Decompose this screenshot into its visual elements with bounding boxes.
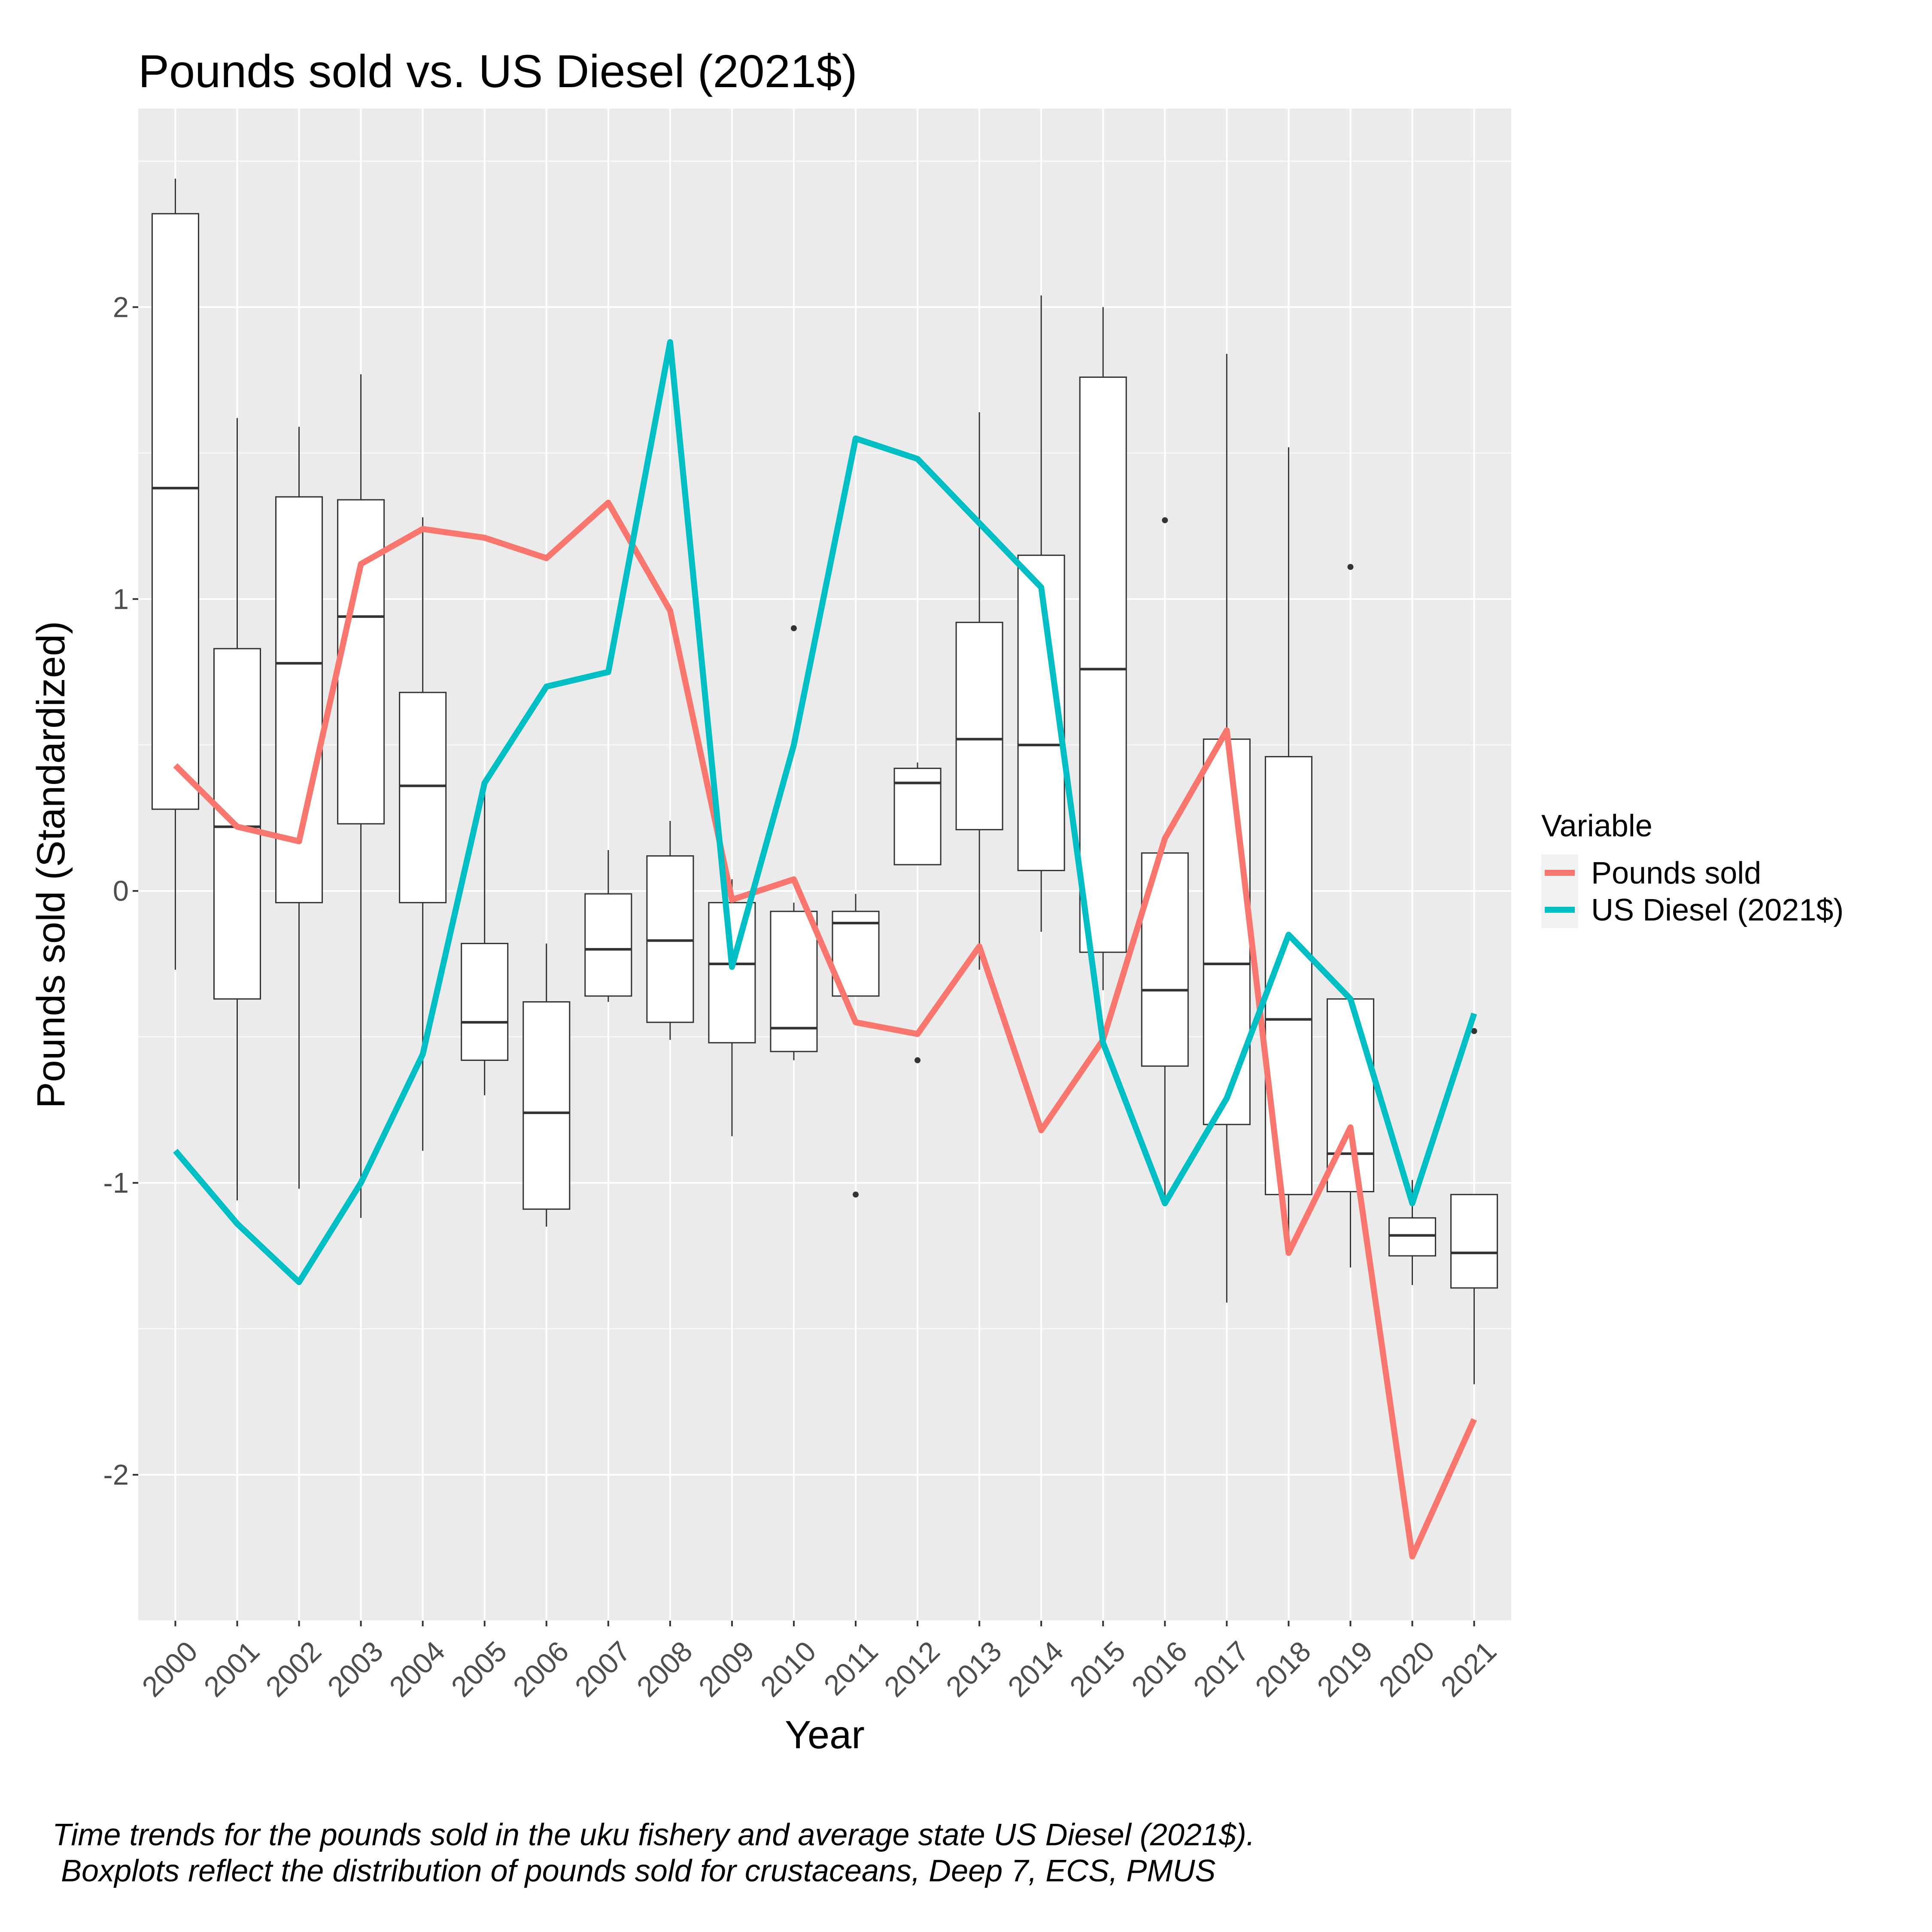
x-tick-label: 2006 [507, 1635, 575, 1703]
x-tick-label: 2019 [1311, 1635, 1379, 1703]
boxplot-outlier [1347, 564, 1354, 570]
x-tick-label: 2017 [1187, 1635, 1255, 1703]
series-line-us-diesel-2021 [173, 339, 1477, 1285]
series-line-pounds-sold [173, 499, 1477, 1560]
boxplot-2012 [893, 762, 942, 1063]
boxplot-box [461, 943, 509, 1061]
boxplot-outlier [790, 625, 797, 632]
boxplot-2000 [151, 179, 199, 970]
legend-label: Pounds sold [1591, 856, 1761, 890]
x-tick-label: 2021 [1435, 1635, 1503, 1703]
y-tick-label: 0 [113, 875, 129, 907]
boxplot-2005 [461, 789, 509, 1096]
boxplot-box [584, 893, 632, 997]
x-tick-label: 2016 [1125, 1635, 1193, 1703]
boxplot-outlier [1471, 1028, 1477, 1034]
x-tick-label: 2005 [445, 1635, 513, 1703]
x-axis: 2000200120022003200420052006200720082009… [136, 1621, 1503, 1703]
boxplot-2009 [708, 879, 756, 1136]
boxplot-outlier [914, 1057, 921, 1063]
x-tick-label: 2014 [1002, 1635, 1069, 1703]
boxplot-2013 [955, 412, 1003, 970]
boxplot-box [893, 768, 942, 866]
x-tick-label: 2009 [693, 1635, 760, 1703]
y-tick-label: -1 [103, 1167, 129, 1199]
boxplot-box [399, 692, 447, 903]
x-tick-label: 2012 [878, 1635, 946, 1703]
series-lines [173, 339, 1477, 1560]
x-axis-title: Year [785, 1713, 865, 1757]
boxplot-2008 [646, 821, 694, 1040]
caption-line-1: Time trends for the pounds sold in the u… [52, 1818, 1255, 1852]
legend-title: Variable [1541, 809, 1653, 843]
x-tick-label: 2020 [1373, 1635, 1441, 1703]
x-tick-label: 2007 [569, 1635, 637, 1703]
boxplot-box [522, 1001, 571, 1210]
y-axis: -2 -1 0 1 2 [103, 291, 138, 1491]
y-tick-label: 2 [113, 291, 129, 323]
x-tick-label: 2002 [260, 1635, 328, 1703]
boxplot-2004 [399, 517, 447, 1151]
boxplot-box [708, 902, 756, 1044]
boxplot-outlier [1162, 517, 1168, 523]
boxplot-box [1388, 1217, 1437, 1257]
boxplot-box [337, 499, 385, 825]
x-tick-label: 2018 [1249, 1635, 1317, 1703]
boxplot-outlier [853, 1191, 859, 1198]
x-tick-label: 2003 [322, 1635, 389, 1703]
boxplot-box [955, 622, 1003, 830]
boxplot-2006 [522, 943, 571, 1227]
x-tick-label: 2004 [383, 1635, 451, 1703]
chart-title: Pounds sold vs. US Diesel (2021$) [138, 45, 857, 97]
x-tick-label: 2008 [631, 1635, 699, 1703]
caption-line-2: Boxplots reflect the distribution of pou… [52, 1854, 1215, 1888]
x-tick-label: 2000 [136, 1635, 204, 1703]
boxplot-2010 [770, 625, 818, 1060]
boxplot-2015 [1079, 307, 1127, 990]
boxplot-box [770, 911, 818, 1052]
boxplot-2003 [337, 374, 385, 1218]
x-tick-label: 2011 [818, 1635, 884, 1702]
boxplot-box [1079, 377, 1127, 953]
y-tick-label: -2 [103, 1459, 129, 1491]
boxplot-box [646, 855, 694, 1023]
boxplot-2021 [1450, 1028, 1498, 1385]
boxplot-box [1203, 738, 1251, 1125]
x-tick-label: 2013 [940, 1635, 1008, 1703]
x-tick-label: 2015 [1063, 1635, 1131, 1703]
y-tick-label: 1 [113, 583, 129, 615]
x-tick-label: 2010 [754, 1635, 822, 1703]
y-axis-title: Pounds sold (Standardized) [29, 621, 73, 1108]
boxplot-box [151, 213, 199, 810]
boxplot-box [1450, 1194, 1498, 1289]
x-tick-label: 2001 [198, 1635, 266, 1703]
boxplot-2007 [584, 850, 632, 1002]
legend-label: US Diesel (2021$) [1591, 893, 1844, 927]
